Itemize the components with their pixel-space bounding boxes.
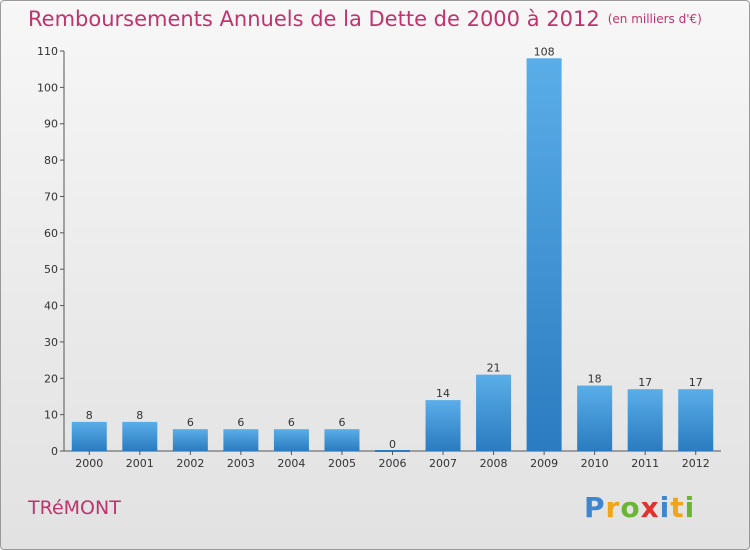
commune-name: TRéMONT <box>28 497 121 519</box>
bar <box>223 429 259 451</box>
y-tick-label: 10 <box>44 409 58 422</box>
x-tick-label: 2008 <box>480 457 508 470</box>
bar <box>324 429 360 451</box>
y-tick-label: 100 <box>37 81 58 94</box>
data-label: 8 <box>86 409 93 422</box>
x-tick-label: 2003 <box>227 457 255 470</box>
x-tick-label: 2010 <box>581 457 609 470</box>
x-tick-label: 2011 <box>631 457 659 470</box>
data-label: 17 <box>638 376 652 389</box>
proxiti-logo: Proxiti <box>584 491 695 524</box>
data-label: 0 <box>389 438 396 451</box>
x-tick-label: 2001 <box>126 457 154 470</box>
bar <box>122 421 158 451</box>
data-label: 21 <box>487 362 501 375</box>
x-tick-label: 2007 <box>429 457 457 470</box>
bar <box>273 429 309 451</box>
data-label: 6 <box>338 416 345 429</box>
logo-letter: r <box>605 491 621 524</box>
x-tick-label: 2002 <box>176 457 204 470</box>
x-tick-label: 2009 <box>530 457 558 470</box>
bar <box>425 400 461 451</box>
chart-title: Remboursements Annuels de la Dette de 20… <box>28 7 702 31</box>
x-tick-label: 2012 <box>682 457 710 470</box>
data-label: 17 <box>689 376 703 389</box>
x-tick-label: 2005 <box>328 457 356 470</box>
logo-letter: t <box>670 491 685 524</box>
bar <box>627 389 663 451</box>
bar <box>476 374 512 451</box>
data-label: 6 <box>288 416 295 429</box>
data-label: 18 <box>588 373 602 386</box>
data-label: 108 <box>534 45 555 58</box>
y-tick-label: 90 <box>44 118 58 131</box>
y-tick-label: 60 <box>44 227 58 240</box>
chart-title-text: Remboursements Annuels de la Dette de 20… <box>28 7 600 31</box>
x-tick-label: 2006 <box>379 457 407 470</box>
bar <box>71 421 107 451</box>
logo-letter: o <box>620 491 641 524</box>
data-label: 8 <box>136 409 143 422</box>
y-tick-label: 0 <box>51 445 58 458</box>
x-tick-label: 2000 <box>75 457 103 470</box>
y-tick-label: 80 <box>44 154 58 167</box>
logo-letter: P <box>584 491 606 524</box>
data-label: 14 <box>436 387 450 400</box>
data-label: 6 <box>237 416 244 429</box>
bar <box>526 58 562 451</box>
chart-unit: (en milliers d'€) <box>607 12 702 26</box>
y-tick-label: 50 <box>44 263 58 276</box>
bar <box>678 389 714 451</box>
y-tick-label: 110 <box>37 45 58 58</box>
x-tick-label: 2004 <box>277 457 305 470</box>
y-tick-label: 40 <box>44 300 58 313</box>
y-tick-label: 70 <box>44 190 58 203</box>
y-tick-label: 20 <box>44 372 58 385</box>
logo-letter: x <box>640 491 660 524</box>
logo-letter: i <box>684 491 696 524</box>
bar <box>577 385 613 451</box>
data-label: 6 <box>187 416 194 429</box>
y-tick-label: 30 <box>44 336 58 349</box>
bar <box>172 429 208 451</box>
logo-letter: i <box>659 491 671 524</box>
